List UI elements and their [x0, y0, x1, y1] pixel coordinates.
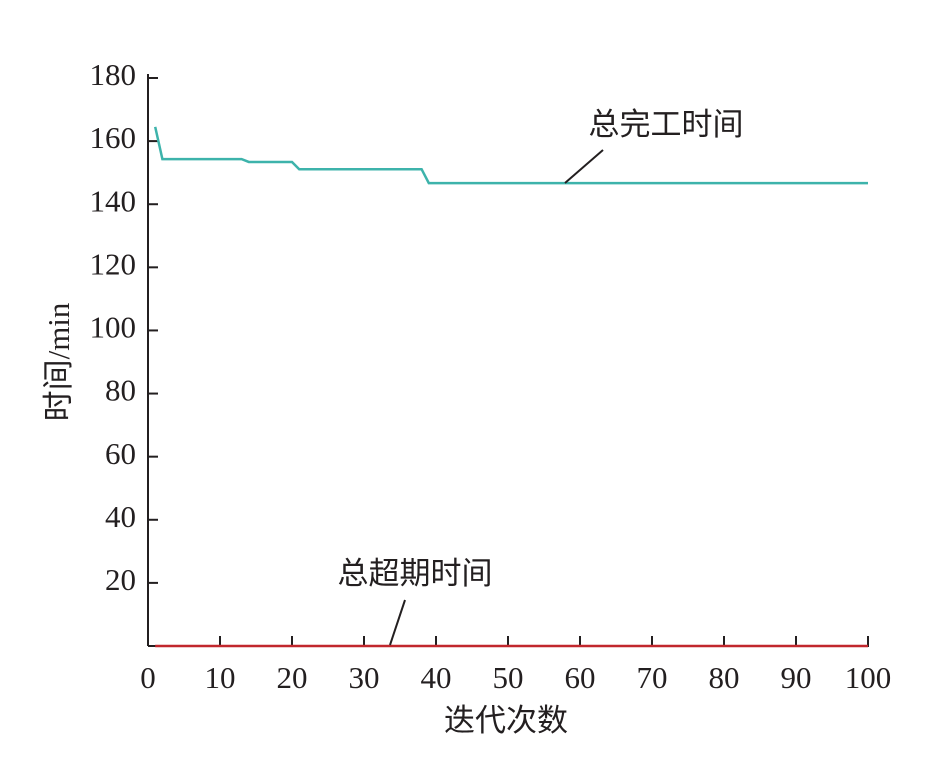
leader-line: [389, 599, 406, 646]
x-tick-label: 90: [781, 660, 812, 695]
x-tick-label: 80: [709, 660, 740, 695]
y-tick-label: 180: [90, 57, 137, 92]
x-tick-label: 30: [349, 660, 380, 695]
y-tick-label: 40: [105, 499, 136, 534]
y-axis-label: 时间/min: [41, 302, 76, 421]
y-tick-label: 140: [90, 183, 137, 218]
leader-line: [564, 149, 604, 184]
y-tick-label: 100: [90, 310, 137, 345]
x-tick-label: 50: [493, 660, 524, 695]
x-tick-label: 10: [205, 660, 236, 695]
x-tick-label: 40: [421, 660, 452, 695]
x-tick-label: 60: [565, 660, 596, 695]
y-tick-label: 20: [105, 562, 136, 597]
x-tick-label: 100: [845, 660, 892, 695]
series-line: [153, 126, 868, 185]
y-tick-label: 160: [90, 120, 137, 155]
x-axis-label: 迭代次数: [444, 703, 568, 738]
x-tick-label: 20: [277, 660, 308, 695]
x-tick-label: 70: [637, 660, 668, 695]
y-tick-label: 80: [105, 373, 136, 408]
x-tick-label: 0: [140, 660, 156, 695]
y-tick-label: 60: [105, 436, 136, 471]
series-label: 总完工时间: [589, 107, 744, 142]
series-label: 总超期时间: [338, 556, 493, 591]
y-tick-label: 120: [90, 246, 137, 281]
